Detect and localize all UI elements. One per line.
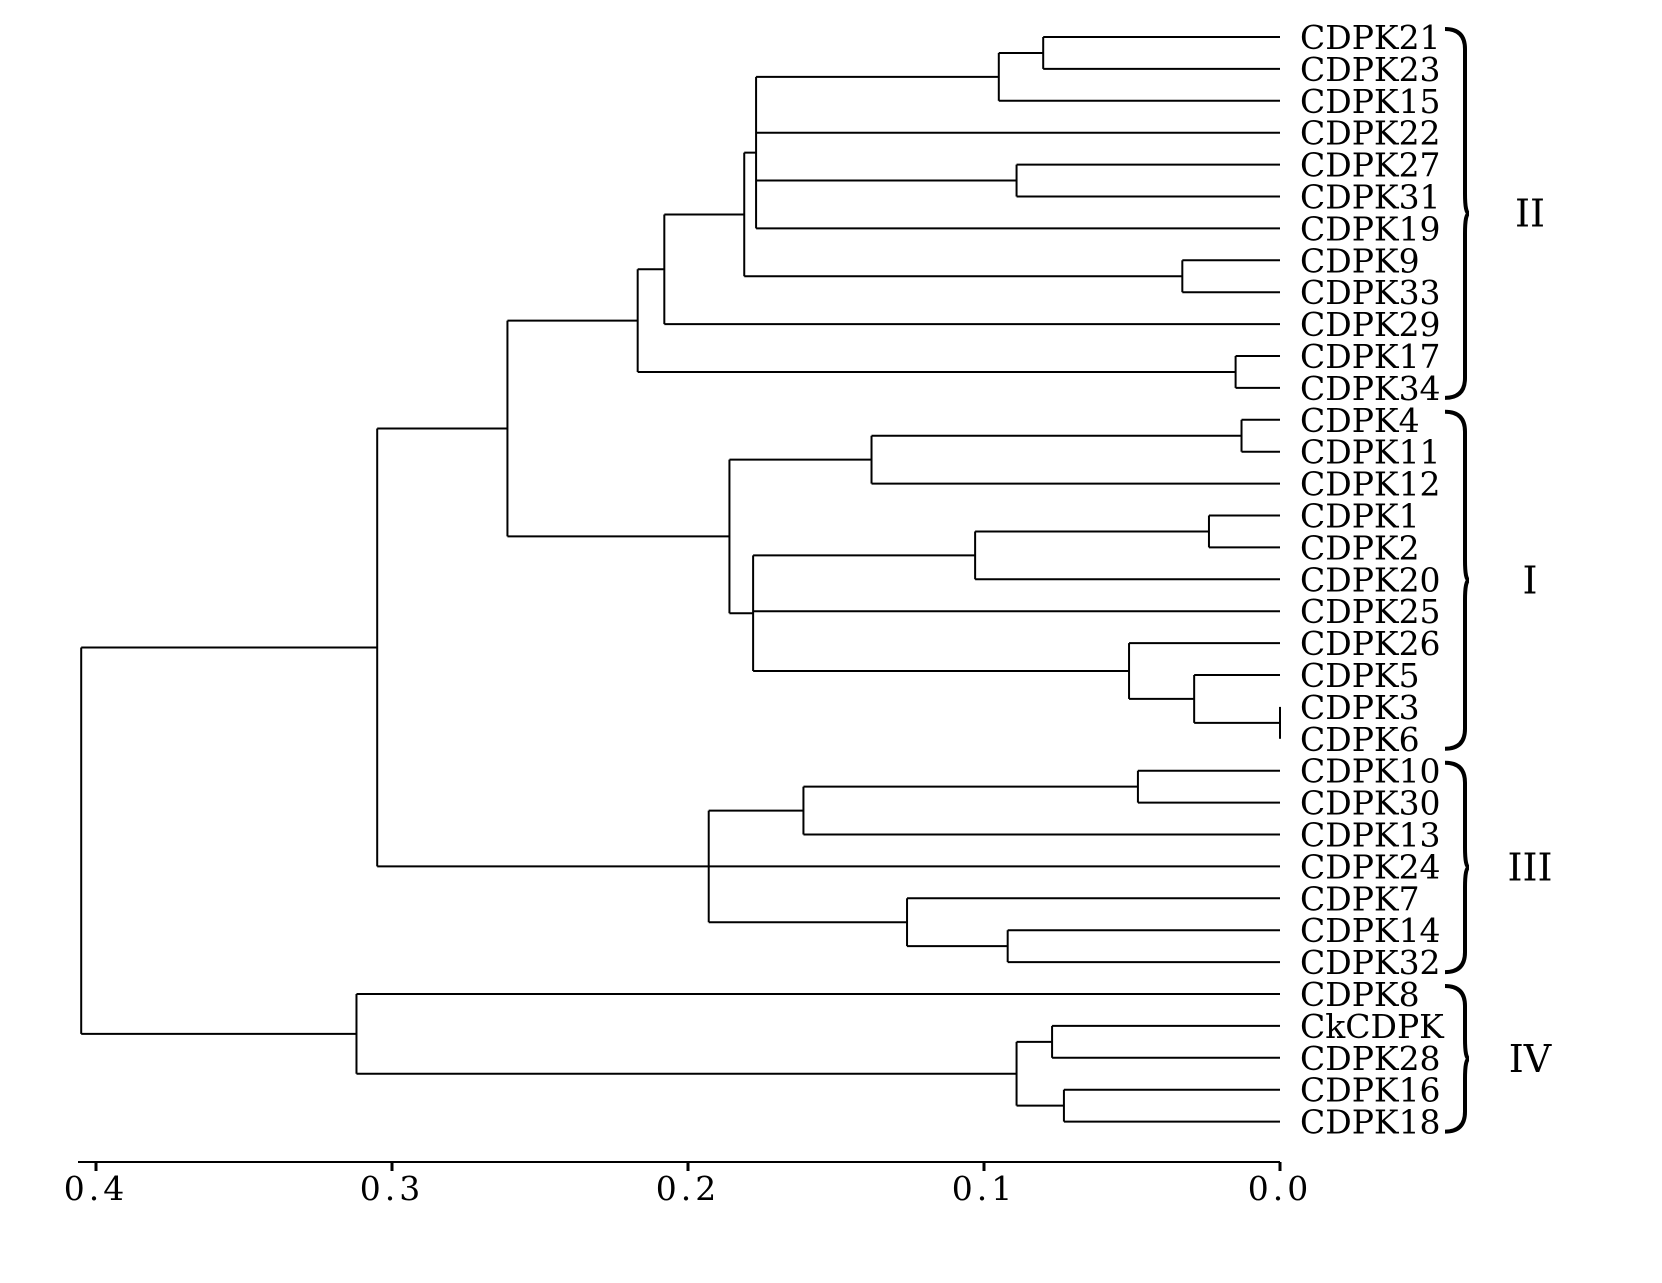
axis-tick-label: 0.2 [656,1169,720,1208]
group-label: II [1515,191,1545,235]
leaf-label: CDPK13 [1300,816,1441,855]
leaf-label: CDPK22 [1300,114,1441,153]
leaf-label: CDPK5 [1300,656,1420,695]
leaf-label: CDPK20 [1300,560,1441,599]
tree-branches [80,36,1281,1123]
leaf-label: CDPK10 [1300,752,1441,791]
leaf-label: CDPK17 [1300,337,1441,376]
group-label: IV [1509,1037,1552,1081]
group-bracket [1444,760,1470,975]
leaf-label: CDPK3 [1300,688,1420,727]
group-bracket [1444,27,1470,400]
group-bracket [1444,984,1470,1134]
leaf-label: CDPK12 [1300,465,1441,504]
leaf-label: CDPK23 [1300,50,1441,89]
leaf-label: CDPK4 [1300,401,1420,440]
leaf-label: CDPK16 [1300,1071,1441,1110]
group-label: III [1507,845,1552,889]
leaf-label: CDPK24 [1300,847,1441,886]
leaf-label: CDPK1 [1300,497,1420,536]
leaf-label: CDPK30 [1300,784,1441,823]
scale-axis: 0.4 0.3 0.2 0.1 0.0 [64,1161,1312,1208]
group-bracket [1444,409,1470,751]
leaf-label: CDPK32 [1300,943,1441,982]
leaf-label: CDPK7 [1300,879,1420,918]
leaf-label: CDPK27 [1300,146,1441,185]
leaf-label: CDPK33 [1300,273,1441,312]
leaf-label: CDPK34 [1300,369,1441,408]
leaf-label: CDPK25 [1300,592,1441,631]
leaf-label: CDPK2 [1300,528,1420,567]
axis-tick-label: 0.4 [64,1169,128,1208]
leaf-label: CDPK9 [1300,241,1420,280]
axis-tick-label: 0.1 [952,1169,1016,1208]
leaf-labels: CDPK21CDPK23CDPK15CDPK22CDPK27CDPK31CDPK… [1300,18,1445,1142]
leaf-label: CkCDPK [1300,1007,1445,1046]
axis-tick-label: 0.0 [1248,1169,1312,1208]
leaf-label: CDPK18 [1300,1103,1441,1142]
leaf-label: CDPK29 [1300,305,1441,344]
group-label: I [1522,558,1537,602]
leaf-label: CDPK28 [1300,1039,1441,1078]
leaf-label: CDPK21 [1300,18,1441,57]
leaf-label: CDPK8 [1300,975,1420,1014]
leaf-label: CDPK11 [1300,433,1441,472]
leaf-label: CDPK19 [1300,209,1441,248]
leaf-label: CDPK14 [1300,911,1441,950]
leaf-label: CDPK6 [1300,720,1420,759]
leaf-label: CDPK15 [1300,82,1441,121]
leaf-label: CDPK26 [1300,624,1441,663]
leaf-label: CDPK31 [1300,178,1441,217]
axis-tick-label: 0.3 [360,1169,424,1208]
